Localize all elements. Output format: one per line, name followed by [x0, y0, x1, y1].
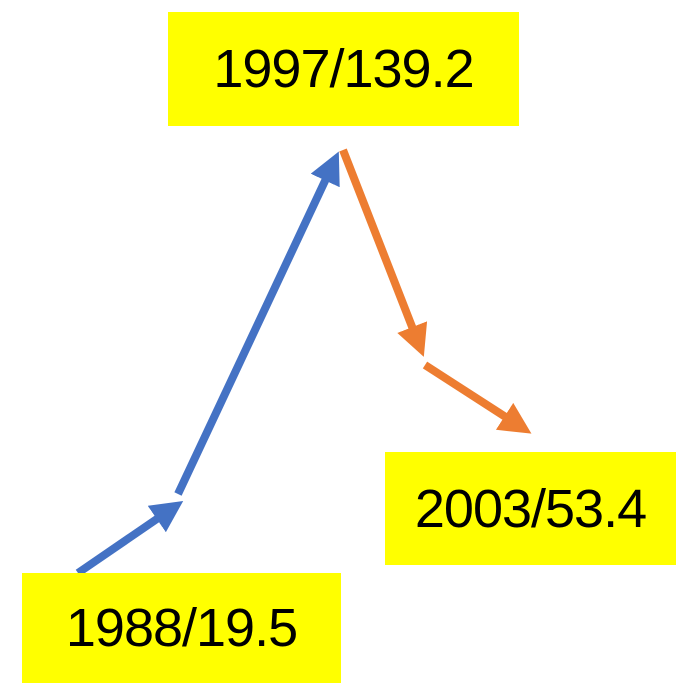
arrow: [339, 148, 428, 357]
label-box: 1997/139.2: [168, 12, 519, 126]
arrow: [174, 151, 340, 496]
label-box: 2003/53.4: [385, 452, 676, 565]
arrow: [422, 361, 532, 434]
arrow: [75, 500, 184, 577]
label-box: 1988/19.5: [22, 573, 341, 683]
